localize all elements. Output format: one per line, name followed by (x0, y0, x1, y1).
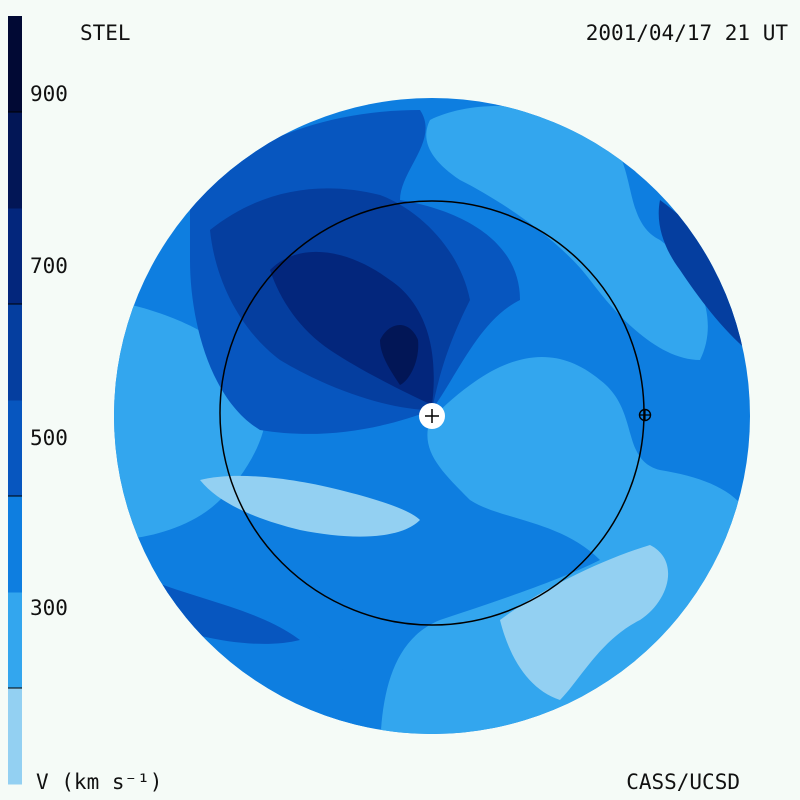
units-label: V (km s⁻¹) (36, 770, 163, 794)
contour-region (658, 200, 750, 360)
colorbar-tick-label-900: 900 (30, 82, 68, 106)
colorbar-level-3 (8, 400, 22, 497)
colorbar-level-5 (8, 208, 22, 305)
colorbar-level-4 (8, 304, 22, 401)
contour-region (380, 325, 419, 385)
colorbar-level-2 (8, 496, 22, 593)
colorbar-tick-label-300: 300 (30, 596, 68, 620)
earth-orbit-circle (219, 200, 645, 626)
sun-cross-icon (425, 409, 439, 423)
credit-label: CASS/UCSD (626, 770, 740, 794)
colorbar-tick-label-700: 700 (30, 254, 68, 278)
datetime-label: 2001/04/17 21 UT (585, 21, 788, 45)
colorbar-level-1 (8, 592, 22, 689)
colorbar-level-7 (8, 16, 22, 113)
instrument-label: STEL (80, 21, 131, 45)
colorbar-tick-label-500: 500 (30, 426, 68, 450)
contour-region (500, 545, 669, 700)
contour-region (426, 106, 708, 360)
colorbar (8, 16, 22, 785)
colorbar-level-0 (8, 688, 22, 785)
colorbar-level-6 (8, 112, 22, 209)
contour-region (200, 475, 420, 537)
